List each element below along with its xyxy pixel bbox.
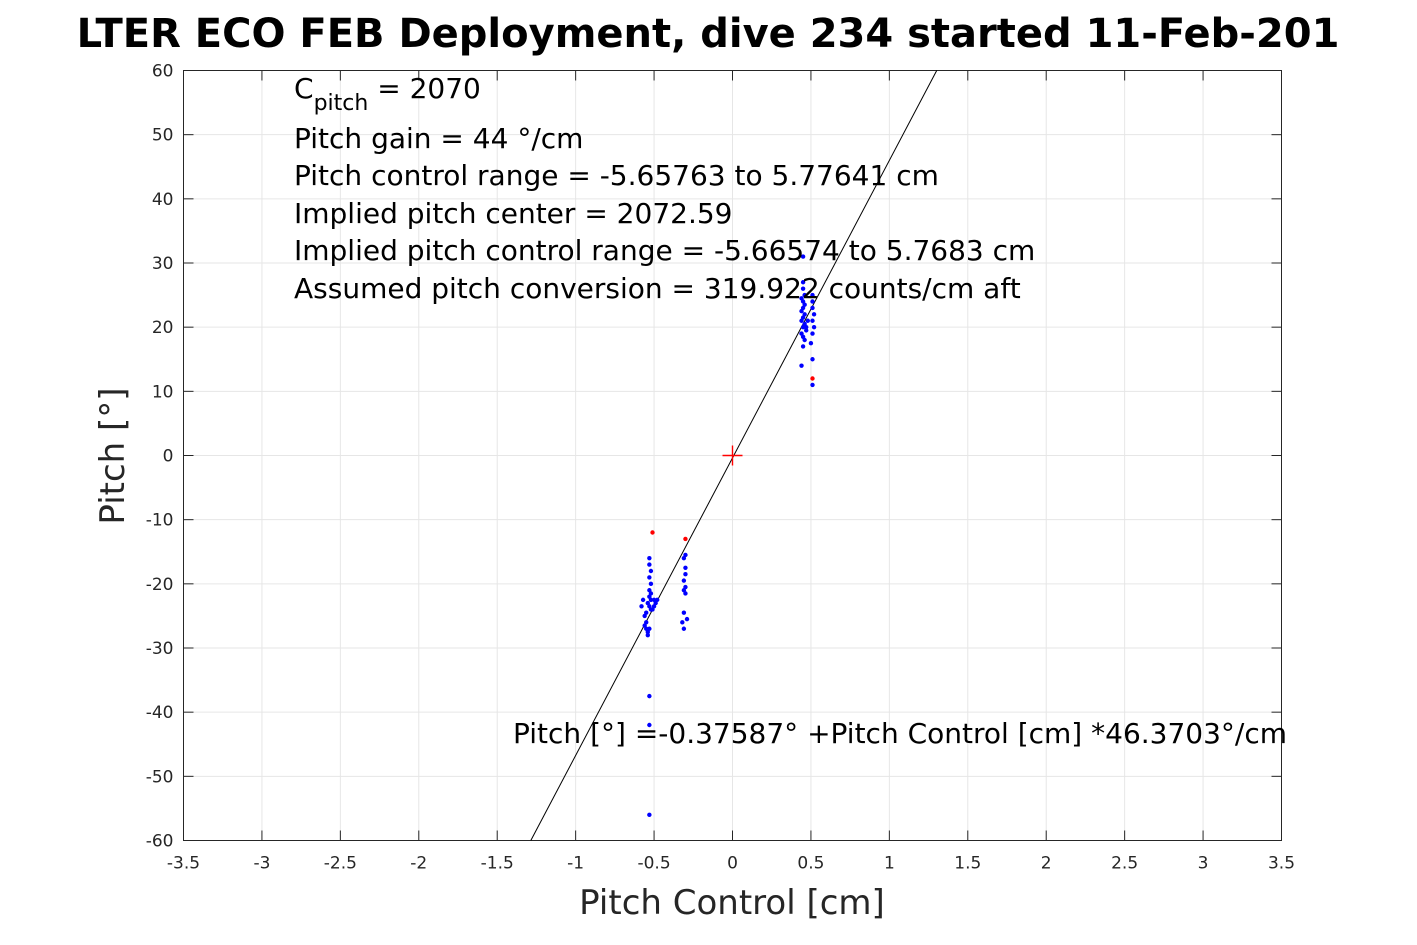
data-point — [647, 562, 652, 567]
data-point — [810, 357, 815, 362]
x-tick-label: 3 — [1198, 854, 1209, 874]
x-tick-label: 2 — [1041, 854, 1052, 874]
data-point — [800, 280, 806, 285]
implied-range-annotation: Implied pitch control range = -5.66574 t… — [294, 234, 1035, 267]
chart-title: LTER ECO FEB Deployment, dive 234 starte… — [77, 11, 1340, 57]
data-points — [639, 254, 817, 818]
cpitch-annotation: Cpitch = 2070 — [294, 72, 481, 116]
data-point — [811, 324, 817, 330]
y-tick-label: 40 — [152, 190, 174, 210]
data-point — [804, 328, 809, 333]
x-axis-label: Pitch Control [cm] — [579, 883, 885, 923]
y-tick-label: 20 — [152, 318, 174, 338]
data-point — [810, 305, 815, 311]
axis-ticks: -3.5 -3 -2.5 -2 -1.5 -1 -0.5 0 0.5 1 1.5 2 2.5 3 3.5 60… — [146, 62, 1295, 874]
data-point — [683, 591, 688, 596]
data-point — [639, 604, 644, 609]
data-point — [799, 318, 804, 323]
x-tick-label: 0 — [727, 854, 738, 874]
y-tick-label: -30 — [146, 639, 174, 659]
data-point — [810, 331, 815, 336]
data-point — [681, 610, 687, 615]
data-point — [681, 626, 687, 631]
x-tick-label: 1 — [884, 854, 895, 874]
implied-center-annotation: Implied pitch center = 2072.59 — [294, 197, 732, 230]
y-tick-label: -40 — [146, 703, 174, 723]
fit-equation-annotation: Pitch [°] =-0.37587° +Pitch Control [cm]… — [513, 717, 1287, 750]
y-tick-label: -60 — [146, 832, 174, 852]
data-point — [681, 578, 687, 583]
x-tick-label: -3 — [253, 854, 270, 874]
annotation-block: Cpitch = 2070 Pitch gain = 44 °/cm Pitch… — [294, 72, 1287, 750]
data-point — [684, 616, 690, 622]
x-tick-label: 3.5 — [1268, 854, 1295, 874]
y-tick-label: 60 — [152, 62, 174, 82]
data-point — [650, 530, 655, 535]
data-point — [647, 722, 652, 728]
y-tick-label: -20 — [146, 575, 174, 595]
data-point — [810, 318, 815, 323]
data-point — [804, 324, 809, 330]
data-point — [648, 581, 654, 587]
data-point — [799, 363, 804, 368]
center-marker-group — [722, 445, 743, 466]
data-point — [805, 318, 810, 323]
data-point — [648, 568, 654, 574]
data-point — [680, 620, 685, 625]
x-tick-label: -2.5 — [324, 854, 357, 874]
x-tick-label: -1.5 — [481, 854, 514, 874]
y-tick-label: 50 — [152, 126, 174, 146]
data-point — [681, 555, 687, 561]
data-point — [683, 536, 688, 542]
data-point — [802, 337, 807, 343]
data-point — [683, 565, 688, 570]
y-tick-label: 0 — [163, 447, 174, 467]
x-tick-label: -0.5 — [637, 854, 670, 874]
data-point — [655, 597, 660, 603]
data-point — [647, 575, 652, 580]
plot-frame — [183, 70, 1282, 841]
data-point — [800, 324, 806, 330]
data-point — [648, 597, 654, 603]
pitch-gain-annotation: Pitch gain = 44 °/cm — [294, 122, 583, 155]
data-point — [810, 299, 815, 304]
data-point — [683, 572, 688, 577]
x-tick-label: 0.5 — [797, 854, 824, 874]
y-axis-label: Pitch [°] — [93, 387, 133, 524]
data-point — [800, 286, 806, 291]
y-tick-label: 30 — [152, 254, 174, 274]
data-point — [810, 376, 815, 381]
data-point — [640, 597, 646, 603]
data-point — [808, 341, 814, 346]
data-point — [810, 292, 815, 298]
data-point — [802, 292, 807, 298]
conversion-annotation: Assumed pitch conversion = 319.922 count… — [294, 272, 1021, 305]
data-point — [800, 344, 806, 349]
data-point — [647, 693, 652, 699]
y-tick-label: -50 — [146, 767, 174, 787]
data-point — [647, 626, 652, 631]
data-point — [645, 632, 650, 638]
data-point — [800, 254, 806, 259]
y-tick-label: -10 — [146, 511, 174, 531]
x-tick-label: 2.5 — [1111, 854, 1138, 874]
x-tick-label: -3.5 — [167, 854, 200, 874]
x-tick-label: -2 — [410, 854, 427, 874]
data-point — [810, 382, 815, 388]
control-range-annotation: Pitch control range = -5.65763 to 5.7764… — [294, 159, 939, 192]
x-tick-label: 1.5 — [954, 854, 981, 874]
y-tick-label: 10 — [152, 382, 174, 402]
data-point — [647, 812, 652, 818]
data-point — [642, 613, 647, 619]
data-point — [647, 555, 652, 561]
data-point — [811, 312, 817, 317]
x-tick-label: -1 — [567, 854, 584, 874]
data-point — [799, 308, 804, 314]
data-point — [650, 607, 655, 612]
